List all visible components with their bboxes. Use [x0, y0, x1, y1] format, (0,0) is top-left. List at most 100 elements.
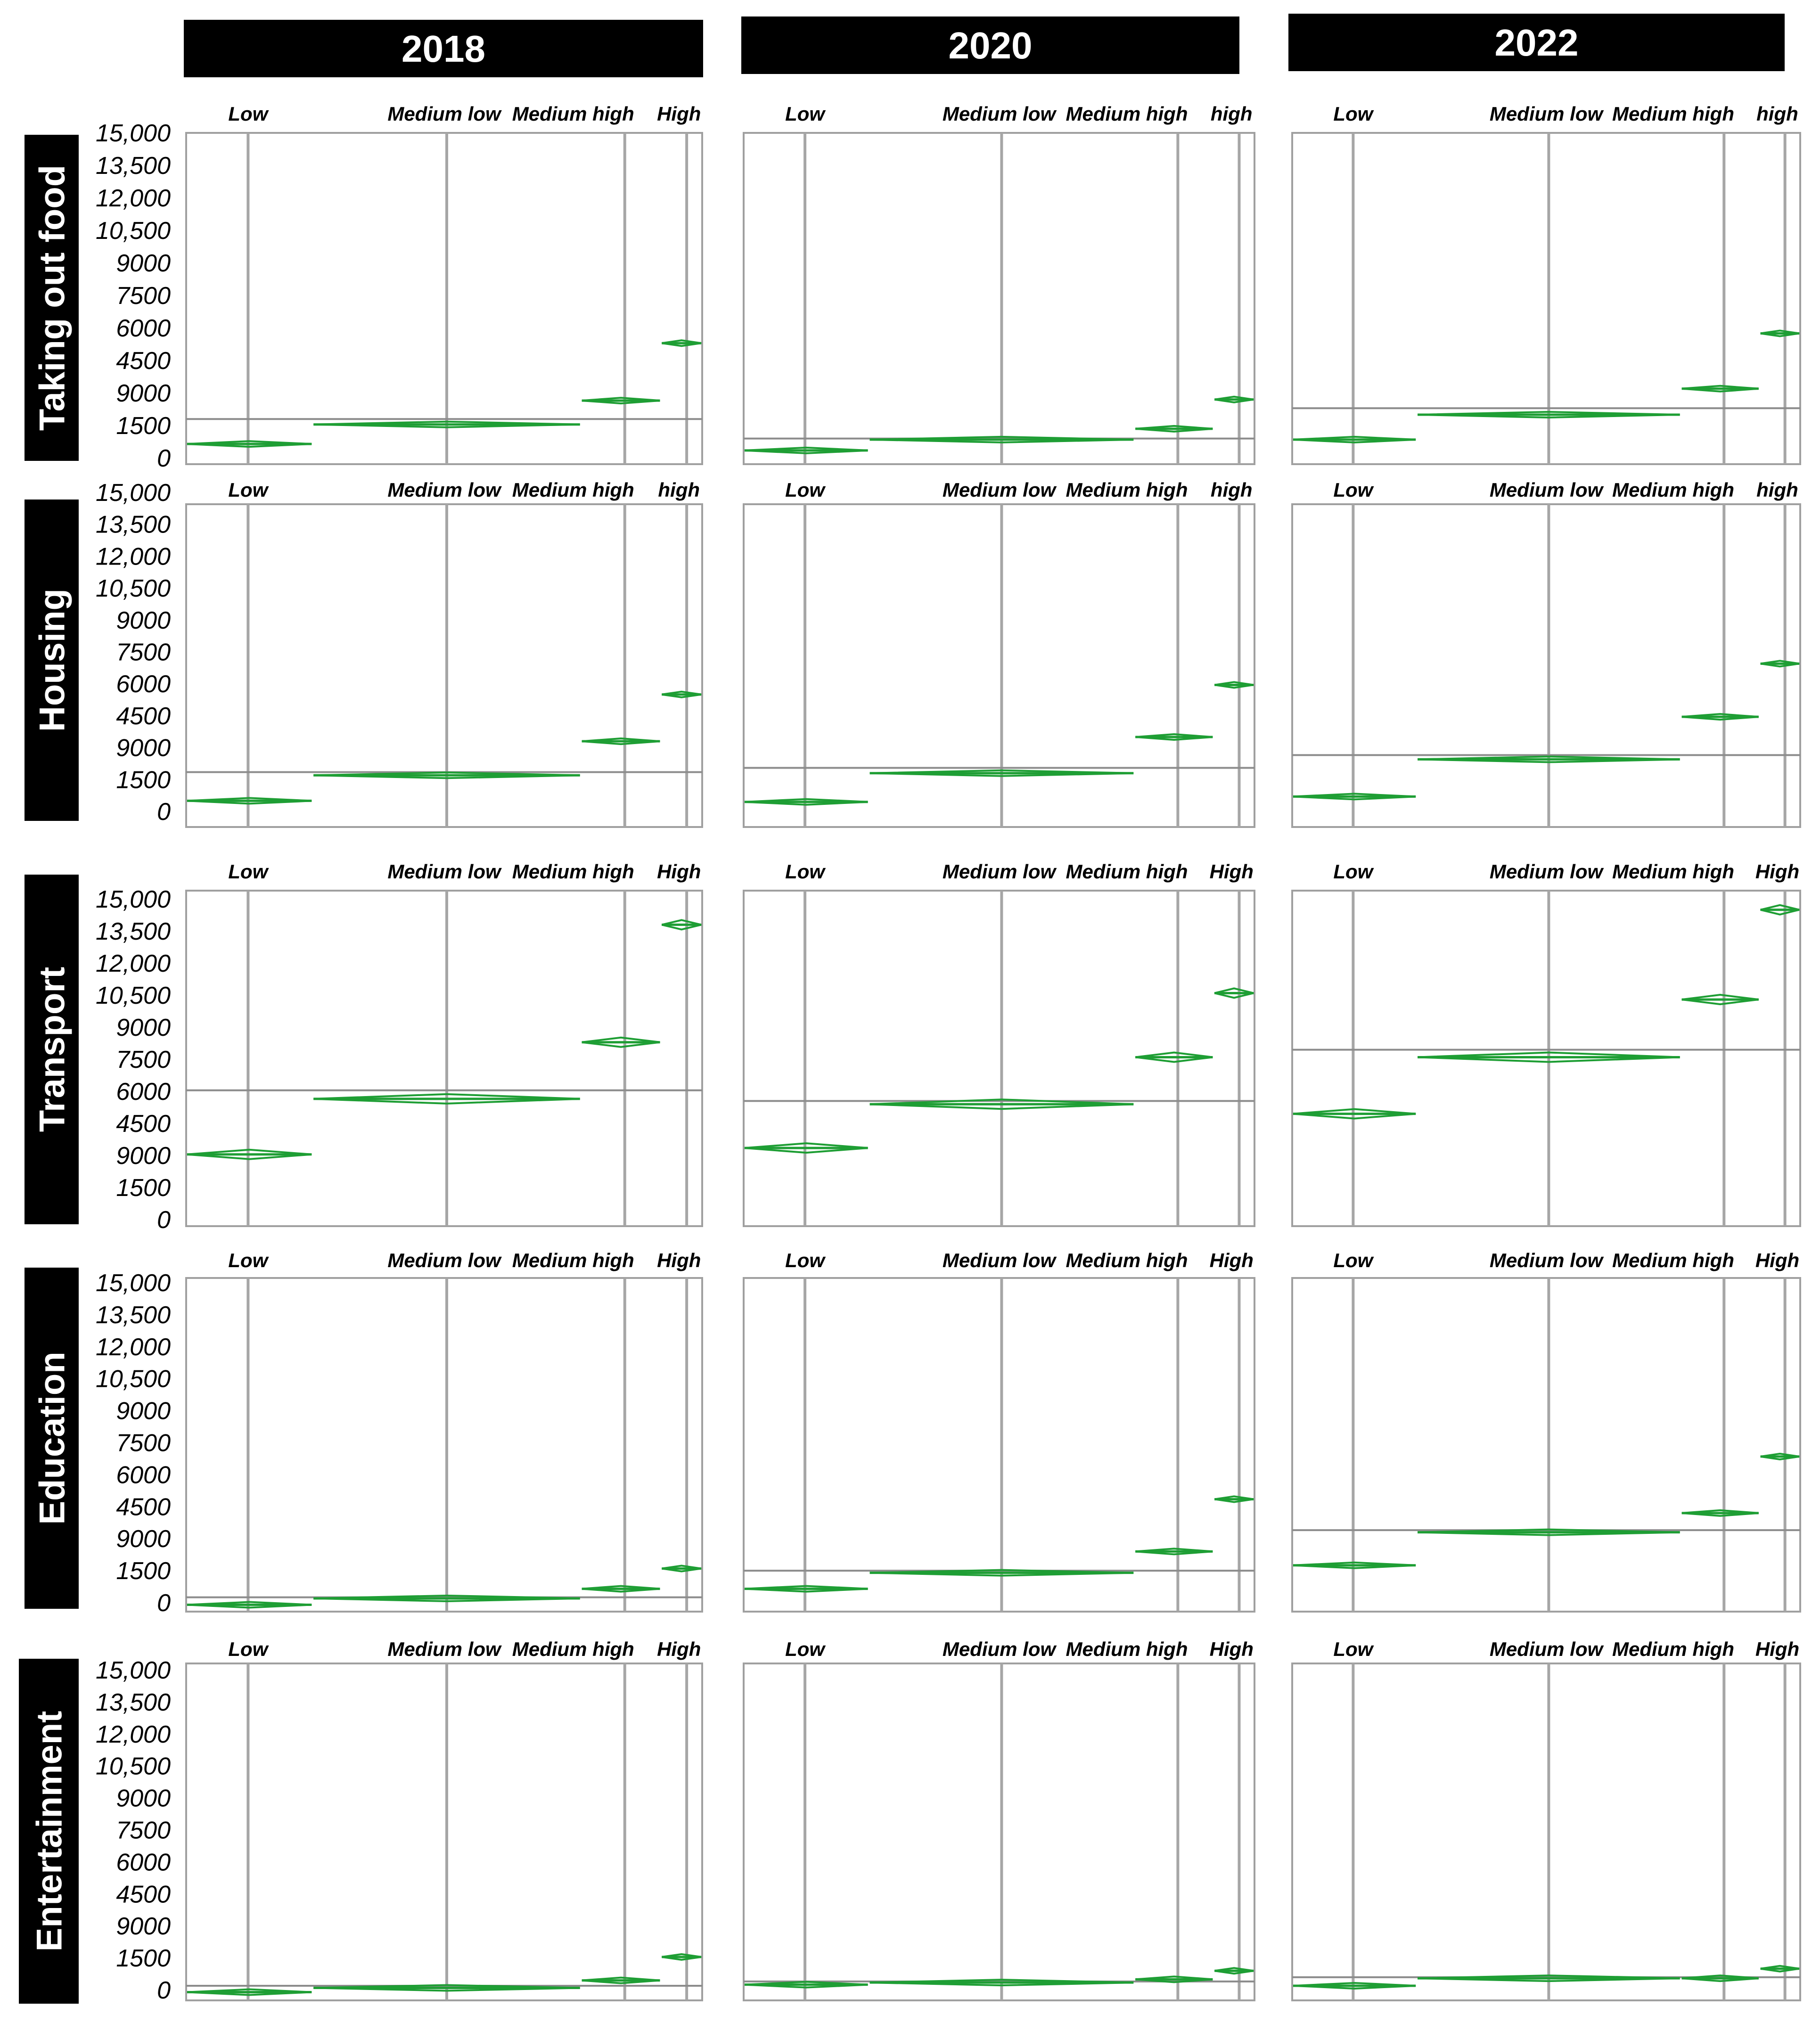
income-group-label: Medium high: [1612, 860, 1734, 883]
y-tick-label: 4500: [116, 1493, 171, 1521]
income-group-label: High: [657, 103, 701, 125]
year-header-2022: [1288, 14, 1785, 71]
y-tick-label: 1500: [116, 412, 171, 440]
category-label-box: [25, 135, 79, 461]
panel-frame: [743, 1663, 1255, 2001]
panel-transport-2022: Low Medium low Medium high High: [1291, 860, 1801, 1227]
y-tick-label: 12,000: [96, 950, 171, 977]
income-group-label: Low: [785, 479, 826, 501]
y-tick-label: 15,000: [96, 1657, 171, 1684]
income-group-label: Low: [785, 1249, 826, 1271]
year-header-label: 2018: [402, 28, 485, 70]
income-group-label: Medium low: [943, 479, 1057, 501]
income-group-label: Medium high: [1066, 1249, 1188, 1271]
y-tick-label: 1500: [116, 1945, 171, 1972]
panel-frame: [743, 132, 1255, 465]
y-tick-label: 4500: [116, 703, 171, 730]
y-tick-label: 9000: [116, 250, 171, 277]
y-tick-label: 0: [157, 1977, 171, 2004]
income-group-label: Medium low: [1490, 1249, 1604, 1271]
panel-taking-out-food-2022: Low Medium low Medium high high: [1291, 103, 1801, 465]
y-tick-label: 12,000: [96, 1721, 171, 1748]
panel-transport-2020: Low Medium low Medium high High: [743, 860, 1255, 1227]
income-group-label: Low: [228, 860, 269, 883]
income-group-label: Medium low: [1490, 860, 1604, 883]
y-tick-label: 15,000: [96, 479, 171, 507]
income-group-label: Medium high: [1066, 860, 1188, 883]
income-group-label: Low: [1333, 479, 1374, 501]
y-tick-label: 9000: [116, 607, 171, 634]
panel-taking-out-food-2020: Low Medium low Medium high high: [743, 103, 1255, 465]
category-label: Taking out food: [33, 165, 73, 431]
category-label-box: [25, 1268, 79, 1609]
y-tick-label: 12,000: [96, 543, 171, 570]
income-group-label: High: [1755, 1638, 1799, 1660]
income-group-label: high: [1211, 479, 1253, 501]
income-group-label: Low: [228, 103, 269, 125]
income-group-label: Low: [1333, 1249, 1374, 1271]
y-tick-label: 10,500: [96, 575, 171, 602]
y-tick-label: 13,500: [96, 918, 171, 945]
income-group-label: Low: [1333, 1638, 1374, 1660]
income-group-label: High: [657, 1249, 701, 1271]
income-group-label: Medium high: [512, 1249, 634, 1271]
income-group-label: Medium high: [1066, 479, 1188, 501]
category-label: Education: [33, 1351, 73, 1524]
income-group-label: Medium high: [512, 1638, 634, 1660]
panel-education-2018: Low Medium low Medium high High: [185, 1249, 703, 1613]
year-header-label: 2022: [1495, 22, 1579, 64]
income-group-label: High: [657, 860, 701, 883]
panel-entertainment-2022: Low Medium low Medium high High: [1291, 1638, 1801, 2001]
income-group-label: Medium high: [1612, 1638, 1734, 1660]
income-group-label: Medium low: [943, 103, 1057, 125]
income-group-label: Medium low: [387, 860, 502, 883]
category-label: Housing: [33, 589, 73, 732]
income-group-label: high: [658, 479, 700, 501]
income-group-label: Medium high: [1612, 1249, 1734, 1271]
y-tick-label: 9000: [116, 380, 171, 407]
income-group-label: Medium low: [943, 1249, 1057, 1271]
y-tick-label: 4500: [116, 1110, 171, 1138]
y-tick-label: 1500: [116, 1557, 171, 1585]
panel-frame: [185, 503, 703, 828]
category-label-box: [25, 875, 79, 1224]
y-tick-label: 7500: [116, 1430, 171, 1457]
y-tick-label: 4500: [116, 347, 171, 375]
income-group-label: High: [1755, 1249, 1799, 1271]
y-tick-label: 15,000: [96, 1269, 171, 1297]
panel-frame: [1291, 132, 1801, 465]
category-label-box: [19, 1659, 79, 2004]
panel-entertainment-2020: Low Medium low Medium high High: [743, 1638, 1255, 2001]
y-tick-label: 9000: [116, 1142, 171, 1170]
income-group-label: Medium high: [1066, 103, 1188, 125]
y-tick-label: 15,000: [96, 120, 171, 147]
panel-frame: [1291, 1663, 1801, 2001]
income-group-label: Medium low: [1490, 1638, 1604, 1660]
y-tick-label: 10,500: [96, 982, 171, 1009]
panel-taking-out-food-2018: Low Medium low Medium high High: [185, 103, 703, 465]
income-group-label: Low: [228, 1638, 269, 1660]
y-tick-label: 1500: [116, 766, 171, 794]
income-group-label: Medium low: [943, 1638, 1057, 1660]
y-tick-label: 7500: [116, 1817, 171, 1844]
income-group-label: Low: [785, 860, 826, 883]
y-tick-label: 10,500: [96, 1366, 171, 1393]
panel-frame: [185, 890, 703, 1227]
y-tick-label: 7500: [116, 1046, 171, 1073]
panel-frame: [1291, 1277, 1801, 1613]
panel-education-2020: Low Medium low Medium high High: [743, 1249, 1255, 1613]
panel-frame: [185, 132, 703, 465]
y-tick-label: 10,500: [96, 1753, 171, 1780]
panel-housing-2022: Low Medium low Medium high high: [1291, 479, 1801, 828]
y-tick-label: 13,500: [96, 1302, 171, 1329]
year-header-2020: [741, 16, 1239, 74]
panel-frame: [1291, 503, 1801, 828]
y-tick-label: 15,000: [96, 886, 171, 913]
y-tick-label: 6000: [116, 1849, 171, 1876]
income-group-label: Medium low: [387, 1638, 502, 1660]
y-tick-label: 12,000: [96, 185, 171, 212]
income-group-label: Low: [228, 479, 269, 501]
y-tick-label: 7500: [116, 639, 171, 666]
income-group-label: High: [657, 1638, 701, 1660]
income-group-label: high: [1756, 479, 1798, 501]
